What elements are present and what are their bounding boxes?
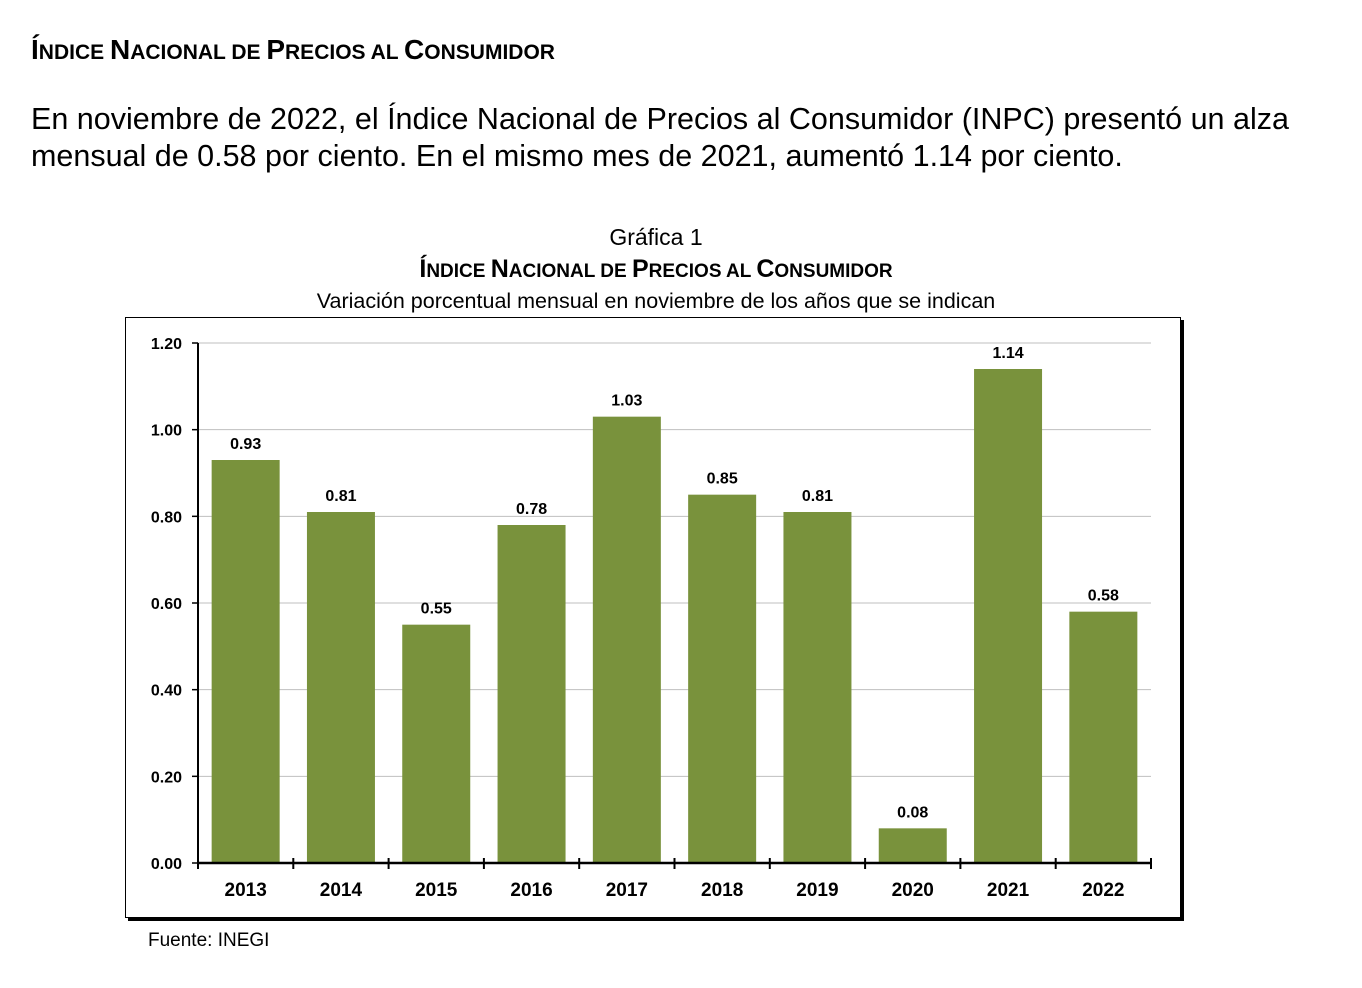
section-title: ÍNDICE NACIONAL DE PRECIOS AL CONSUMIDOR [31,34,555,66]
chart-subtitle: Variación porcentual mensual en noviembr… [316,289,996,313]
data-label-2016: 0.78 [516,501,547,518]
y-tick-label: 0.40 [151,683,182,700]
y-tick-label: 1.00 [151,423,182,440]
y-tick-label: 0.20 [151,769,182,786]
y-tick-label: 0.60 [151,596,182,613]
section-title-cap-0: Í [31,34,39,65]
section-title-cap-1: N [109,34,131,65]
data-label-2019: 0.81 [802,488,833,505]
chart-title-cap-3: C [756,255,775,283]
x-tick-label-2018: 2018 [701,880,743,901]
data-label-2014: 0.81 [325,488,356,505]
bar-2017 [592,416,661,863]
section-title-rest-1: ACIONAL DE [130,41,267,64]
section-title-rest-3: ONSUMIDOR [424,41,555,64]
bar-2018 [688,494,757,863]
y-tick-label: 1.20 [151,336,182,353]
x-tick-label-2013: 2013 [225,880,267,901]
x-tick-label-2015: 2015 [415,880,458,901]
bar-2020 [878,828,947,863]
chart-title-rest-3: ONSUMIDOR [774,261,893,282]
x-tick-label-2019: 2019 [796,880,838,901]
data-label-2017: 1.03 [611,393,642,410]
y-tick-label: 0.80 [151,509,182,526]
data-label-2022: 0.58 [1088,588,1119,605]
x-tick-label-2021: 2021 [987,880,1030,901]
data-label-2021: 1.14 [992,345,1023,362]
x-tick-label-2020: 2020 [892,880,934,901]
chart-title-rest-2: RECIOS AL [648,261,757,282]
x-tick-label-2014: 2014 [320,880,363,901]
summary-paragraph: En noviembre de 2022, el Índice Nacional… [31,102,1289,173]
data-label-2020: 0.08 [897,804,928,821]
x-tick-label-2016: 2016 [510,880,552,901]
bar-2022 [1069,611,1138,863]
chart-number-label: Gráfica 1 [609,224,703,250]
chart-title-cap-1: N [490,255,509,283]
x-tick-label-2017: 2017 [606,880,648,901]
bar-2015 [402,624,471,863]
bar-2014 [306,512,375,863]
data-label-2013: 0.93 [230,436,261,453]
section-title-rest-0: NDICE [38,41,110,64]
source-note: Fuente: INEGI [148,930,270,951]
chart-title-rest-1: ACIONAL DE [508,261,632,282]
chart-frame [125,317,1181,918]
y-tick-label: 0.00 [151,856,182,873]
x-tick-label-2022: 2022 [1082,880,1124,901]
bar-2021 [974,369,1043,863]
bar-2013 [211,460,280,863]
bar-2019 [783,512,852,863]
chart-title: ÍNDICE NACIONAL DE PRECIOS AL CONSUMIDOR [0,255,1312,284]
section-title-rest-2: RECIOS AL [285,41,405,64]
chart-title-rest-0: NDICE [426,261,491,282]
data-label-2015: 0.55 [421,601,452,618]
bar-2016 [497,525,566,863]
chart-title-cap-2: P [631,255,649,283]
section-title-cap-3: C [404,34,425,65]
section-title-cap-2: P [266,34,286,65]
data-label-2018: 0.85 [707,471,738,488]
chart-title-cap-0: Í [419,255,427,283]
